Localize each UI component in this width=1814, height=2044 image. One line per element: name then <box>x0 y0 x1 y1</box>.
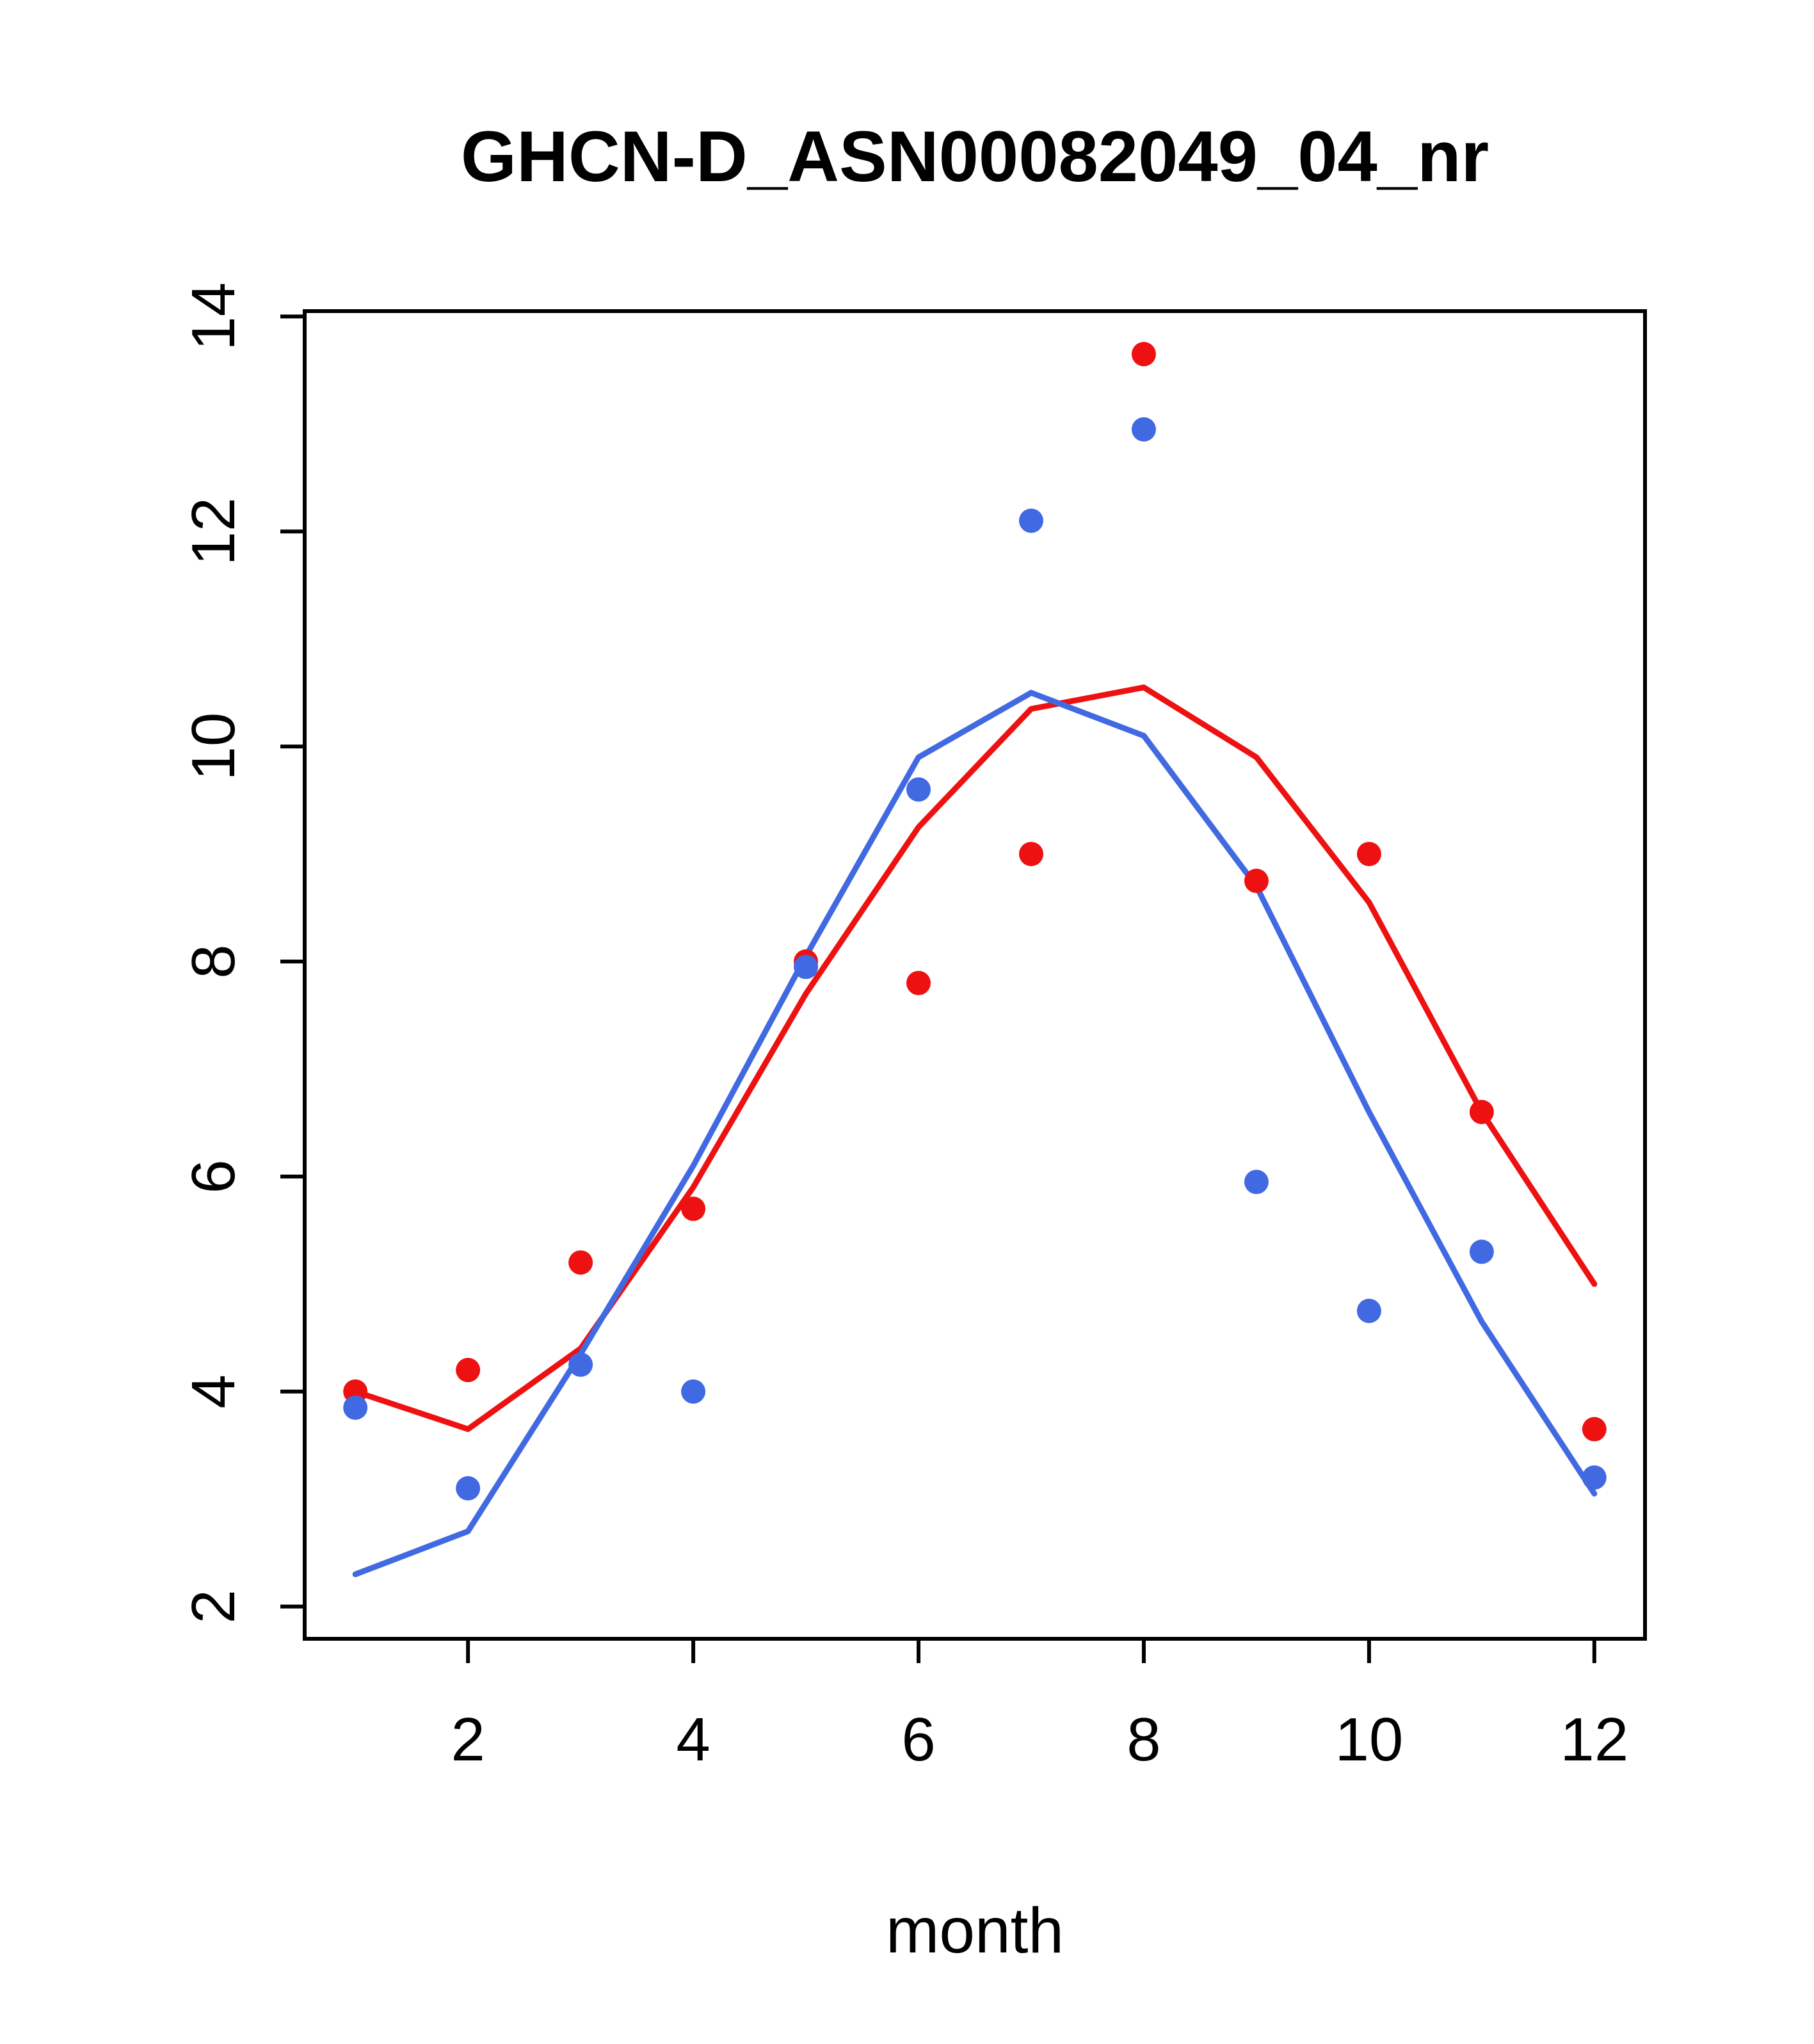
red-points-marker <box>1356 842 1381 867</box>
y-tick-label: 6 <box>179 1159 248 1193</box>
y-tick-label: 4 <box>179 1374 248 1408</box>
blue-points-marker <box>1131 417 1156 442</box>
x-tick-label: 4 <box>676 1705 710 1774</box>
red-points-marker <box>1018 842 1043 867</box>
x-axis-label: month <box>886 1895 1064 1967</box>
blue-points-marker <box>681 1379 706 1404</box>
blue-points-marker <box>1469 1239 1494 1264</box>
x-tick-label: 6 <box>901 1705 935 1774</box>
y-tick-label: 14 <box>179 282 248 351</box>
x-tick-label: 2 <box>451 1705 485 1774</box>
blue-points-marker <box>1244 1170 1269 1195</box>
y-tick-label: 2 <box>179 1589 248 1623</box>
x-tick-label: 10 <box>1335 1705 1403 1774</box>
y-tick-label: 10 <box>179 712 248 781</box>
blue-points-marker <box>343 1395 368 1420</box>
blue-points-marker <box>1356 1298 1381 1323</box>
red-points-marker <box>1469 1100 1494 1125</box>
red-points-marker <box>1244 869 1269 894</box>
red-points-marker <box>568 1250 593 1275</box>
blue-points-marker <box>1018 508 1043 533</box>
red-points-marker <box>681 1196 706 1221</box>
blue-points-marker <box>906 777 931 802</box>
blue-points-marker <box>1582 1465 1607 1490</box>
plot-box <box>303 309 1647 1641</box>
red-points-marker <box>906 970 931 995</box>
blue-points-marker <box>456 1476 481 1501</box>
y-tick-label: 8 <box>179 944 248 978</box>
red-points-marker <box>456 1358 481 1383</box>
series-layer <box>343 342 1607 1577</box>
axes-layer: 2 4 6 8 10 12 2 4 6 8 10 12 14 <box>179 282 1628 1774</box>
red-line <box>352 684 1598 1433</box>
blue-line <box>352 689 1598 1577</box>
x-tick-label: 8 <box>1127 1705 1160 1774</box>
blue-points-marker <box>794 954 819 979</box>
blue-points-marker <box>568 1352 593 1377</box>
y-tick-label: 12 <box>179 497 248 566</box>
red-points-marker <box>1582 1417 1607 1442</box>
chart-title: GHCN-D_ASN00082049_04_nr <box>461 117 1489 197</box>
x-tick-label: 12 <box>1560 1705 1628 1774</box>
red-points-marker <box>1131 342 1156 367</box>
